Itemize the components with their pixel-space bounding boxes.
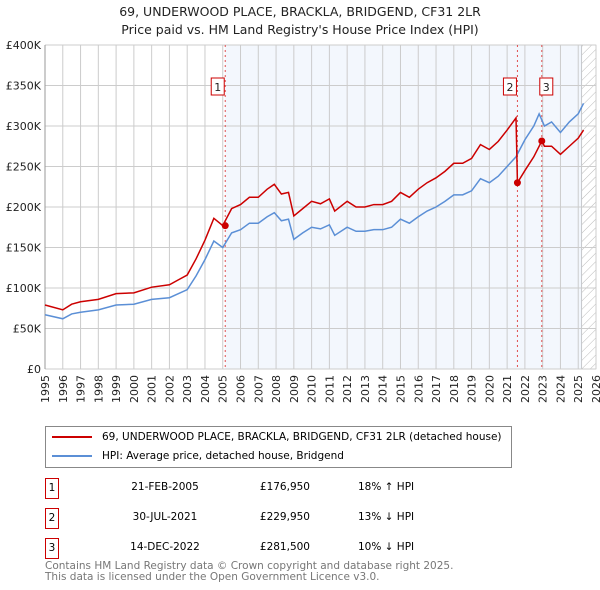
x-tick-label: 2025 <box>572 375 585 403</box>
sale-row: 3 14-DEC-2022 £281,500 10% ↓ HPI <box>45 538 545 559</box>
footer: Contains HM Land Registry data © Crown c… <box>45 561 453 583</box>
x-tick-label: 2022 <box>519 375 532 403</box>
legend-hpi-label: HPI: Average price, detached house, Brid… <box>102 450 344 462</box>
sale-label-box <box>210 77 225 96</box>
x-tick-label: 2003 <box>181 375 194 403</box>
x-tick-label: 2017 <box>430 375 443 403</box>
sale-date: 14-DEC-2022 <box>130 541 200 553</box>
y-tick-label: £300K <box>6 120 42 133</box>
x-tick-label: 1997 <box>75 375 88 403</box>
x-tick-label: 2000 <box>128 375 141 403</box>
hpi-line <box>44 102 585 320</box>
x-tick-label: 1995 <box>39 375 52 403</box>
sale-point <box>513 179 521 187</box>
footer-line-1: Contains HM Land Registry data © Crown c… <box>45 560 454 572</box>
legend-hpi-swatch <box>52 455 92 457</box>
x-tick-label: 2014 <box>377 375 390 403</box>
x-tick-label: 2019 <box>466 375 479 403</box>
x-tick-label: 2012 <box>341 375 354 403</box>
sale-row: 1 21-FEB-2005 £176,950 18% ↑ HPI <box>45 478 545 499</box>
x-tick-label: 1999 <box>110 375 123 403</box>
x-tick-label: 2001 <box>146 375 159 403</box>
x-tick-label: 2010 <box>306 375 319 403</box>
x-tick-label: 2016 <box>412 375 425 403</box>
y-tick-label: £400K <box>6 39 42 52</box>
sale-number-badge: 3 <box>45 538 59 559</box>
x-tick-label: 2026 <box>590 375 600 403</box>
x-tick-label: 2007 <box>252 375 265 403</box>
sale-label: 2 <box>506 81 513 94</box>
legend-property-label: 69, UNDERWOOD PLACE, BRACKLA, BRIDGEND, … <box>102 431 502 443</box>
sale-hpi-diff: 13% ↓ HPI <box>358 511 415 523</box>
sale-hpi-diff: 10% ↓ HPI <box>358 541 415 553</box>
x-tick-label: 2015 <box>394 375 407 403</box>
x-tick-label: 2021 <box>501 375 514 403</box>
x-tick-label: 2018 <box>448 375 461 403</box>
legend-property-swatch <box>52 436 92 438</box>
y-tick-label: £50K <box>13 323 42 336</box>
legend: 69, UNDERWOOD PLACE, BRACKLA, BRIDGEND, … <box>45 426 512 468</box>
y-tick-label: £0 <box>27 363 41 376</box>
sale-number-badge: 2 <box>45 508 59 529</box>
x-tick-label: 2024 <box>554 375 567 403</box>
x-tick-label: 2008 <box>270 375 283 403</box>
x-tick-label: 2004 <box>199 375 212 403</box>
sale-label-box <box>539 77 554 96</box>
sale-number-badge: 1 <box>45 478 59 499</box>
sale-label: 1 <box>214 81 221 94</box>
footer-line-2: This data is licensed under the Open Gov… <box>45 571 380 583</box>
sale-label: 3 <box>543 81 550 94</box>
chart-subtitle: Price paid vs. HM Land Registry's House … <box>121 22 479 37</box>
y-tick-label: £100K <box>6 282 42 295</box>
x-tick-label: 2020 <box>483 375 496 403</box>
property-price-line <box>44 115 585 311</box>
x-tick-label: 2013 <box>359 375 372 403</box>
sale-price: £229,950 <box>259 511 310 523</box>
sale-point <box>538 137 546 145</box>
y-tick-label: £250K <box>6 161 42 174</box>
sale-hpi-diff: 18% ↑ HPI <box>358 481 415 493</box>
sale-label-box <box>502 77 517 96</box>
x-tick-label: 1996 <box>57 375 70 403</box>
sale-point <box>221 222 229 230</box>
price-chart: 1995 1996 1997 1998 1999 2000 2001 2002 2003 2004… <box>6 39 600 403</box>
x-tick-label: 2023 <box>537 375 550 403</box>
y-tick-label: £150K <box>6 242 42 255</box>
y-tick-label: £350K <box>6 80 42 93</box>
x-tick-label: 2011 <box>323 375 336 403</box>
y-tick-label: £200K <box>6 201 42 214</box>
sale-date: 30-JUL-2021 <box>132 511 198 523</box>
sale-row: 2 30-JUL-2021 £229,950 13% ↓ HPI <box>45 508 545 529</box>
x-tick-label: 2006 <box>235 375 248 403</box>
sale-price: £176,950 <box>259 481 310 493</box>
sale-date: 21-FEB-2005 <box>131 481 199 493</box>
chart-title: 69, UNDERWOOD PLACE, BRACKLA, BRIDGEND, … <box>119 4 481 19</box>
x-tick-label: 2005 <box>217 375 230 403</box>
sale-price: £281,500 <box>259 541 310 553</box>
x-tick-label: 2009 <box>288 375 301 403</box>
x-tick-label: 2002 <box>163 375 176 403</box>
x-tick-label: 1998 <box>92 375 105 403</box>
